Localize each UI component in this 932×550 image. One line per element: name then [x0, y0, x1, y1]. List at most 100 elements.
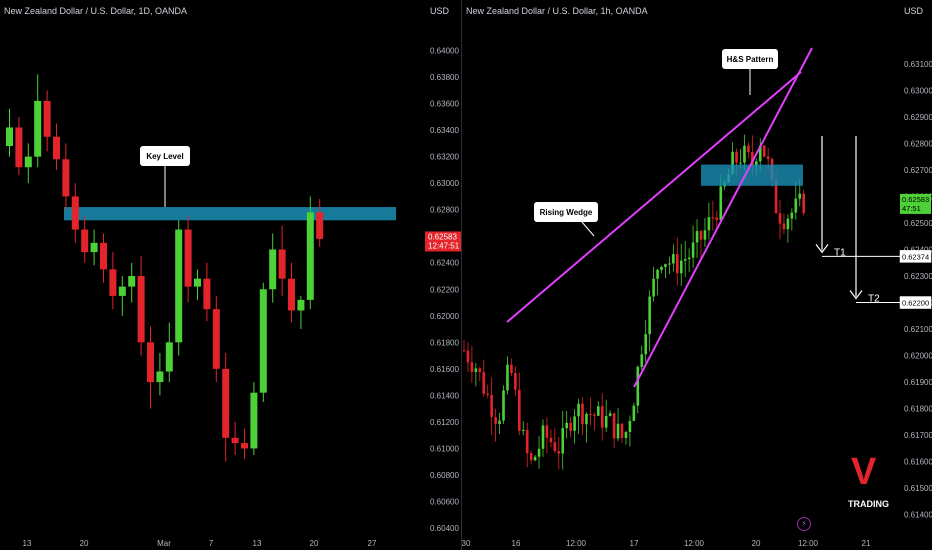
y-tick-label: 0.62000	[430, 312, 459, 321]
t1-label: T1	[834, 247, 846, 258]
t1-price-tag-value: 0.62374	[902, 252, 929, 261]
candle-body	[494, 417, 497, 424]
candle-body	[731, 151, 734, 175]
candle-body	[100, 242, 107, 270]
candle-body	[778, 213, 782, 224]
wedge-callout-box	[534, 202, 598, 222]
candle-body	[648, 296, 651, 335]
bolt-icon[interactable]: ⚡	[797, 517, 811, 531]
y-tick-label: 0.64000	[430, 47, 459, 56]
candle-body	[565, 422, 568, 429]
candle-body	[316, 212, 324, 239]
candle-body	[672, 254, 675, 264]
wedge-callout-text: Rising Wedge	[540, 208, 593, 217]
t2-arrow-head	[849, 290, 863, 300]
candle-body	[545, 425, 549, 438]
candle-body	[557, 451, 561, 454]
y-tick-label: 0.62100	[904, 325, 932, 334]
candle-body	[137, 276, 145, 343]
candle-body	[695, 231, 699, 243]
y-tick-label: 0.62000	[904, 352, 932, 361]
x-tick-label: 20	[80, 539, 89, 548]
hs-callout-text: H&S Pattern	[727, 55, 774, 64]
candle-body	[624, 431, 628, 438]
candle-body	[24, 156, 32, 168]
candle-body	[668, 263, 671, 265]
candle-body	[502, 390, 505, 421]
candle-body	[715, 217, 719, 220]
candle-body	[118, 286, 126, 296]
candle-body	[156, 371, 164, 383]
candle-body	[231, 437, 239, 444]
hourly-chart-panel[interactable]: New Zealand Dollar / U.S. Dollar, 1h, OA…	[462, 0, 932, 550]
candle-body	[269, 249, 277, 290]
candle-body	[577, 403, 580, 417]
brand-name: TRADING	[848, 499, 889, 509]
candle-body	[608, 413, 612, 416]
candle-body	[288, 278, 295, 311]
candle-body	[699, 231, 703, 240]
y-tick-label: 0.60800	[430, 471, 459, 480]
candle-body	[561, 428, 565, 454]
x-tick-label: 21	[862, 539, 871, 548]
candle-body	[616, 423, 620, 439]
y-tick-label: 0.62400	[430, 259, 459, 268]
y-tick-label: 0.61200	[430, 418, 459, 427]
candle-body	[656, 269, 659, 279]
candle-body	[679, 260, 683, 274]
left-currency-label: USD	[430, 6, 450, 16]
candle-body	[518, 389, 521, 431]
candle-body	[628, 421, 632, 432]
x-tick-label: 27	[368, 539, 377, 548]
candle-body	[664, 264, 667, 267]
daily-chart-svg[interactable]: 0.64000 0.63800 0.63600 0.63400 0.63200 0.630…	[0, 0, 462, 550]
panel-divider	[461, 0, 462, 550]
candle-body	[541, 425, 545, 449]
neckline-zone	[701, 164, 803, 186]
candle-body	[652, 278, 655, 297]
candle-body	[462, 350, 466, 352]
candle-body	[53, 136, 60, 160]
candle-body	[711, 217, 715, 219]
y-tick-label: 0.63000	[430, 179, 459, 188]
candle-body	[683, 259, 687, 261]
candle-body	[478, 368, 482, 373]
candle-body	[194, 278, 201, 287]
candle-body	[802, 193, 805, 213]
daily-chart-panel[interactable]: New Zealand Dollar / U.S. Dollar, 1D, OA…	[0, 0, 462, 550]
candle-body	[175, 229, 183, 343]
candle-body	[474, 368, 478, 372]
candle-body	[482, 372, 486, 394]
candle-body	[62, 159, 70, 197]
x-tick-label: 12:00	[566, 539, 587, 548]
candle-body	[250, 392, 258, 449]
candle-body	[782, 223, 786, 230]
x-tick-label: 12:00	[684, 539, 705, 548]
candle-body	[687, 257, 691, 260]
candle-body	[766, 156, 770, 160]
candle-body	[790, 212, 794, 219]
x-tick-label: Mar	[157, 539, 171, 548]
candle-body	[786, 218, 790, 230]
candle-body	[640, 354, 644, 367]
y-tick-label: 0.61600	[430, 365, 459, 374]
t2-label: T2	[868, 294, 880, 305]
candle-body	[604, 415, 608, 428]
candle-body	[676, 254, 679, 274]
candle-body	[644, 334, 647, 355]
candle-body	[758, 145, 762, 162]
key-level-zone	[64, 207, 396, 221]
y-tick-label: 0.63000	[904, 86, 932, 95]
left-symbol-title: New Zealand Dollar / U.S. Dollar, 1D, OA…	[4, 6, 188, 16]
candle-body	[278, 249, 286, 279]
y-tick-label: 0.60600	[430, 497, 459, 506]
candle-body	[537, 448, 541, 457]
y-tick-label: 0.61000	[430, 444, 459, 453]
candle-body	[81, 229, 89, 253]
hourly-chart-svg[interactable]: 0.631000.630000.629000.628000.627000.626…	[462, 0, 932, 550]
candle-body	[514, 372, 517, 390]
x-tick-label: 13	[23, 539, 32, 548]
candle-body	[632, 405, 636, 422]
candle-body	[34, 100, 42, 157]
candle-body	[15, 127, 23, 168]
